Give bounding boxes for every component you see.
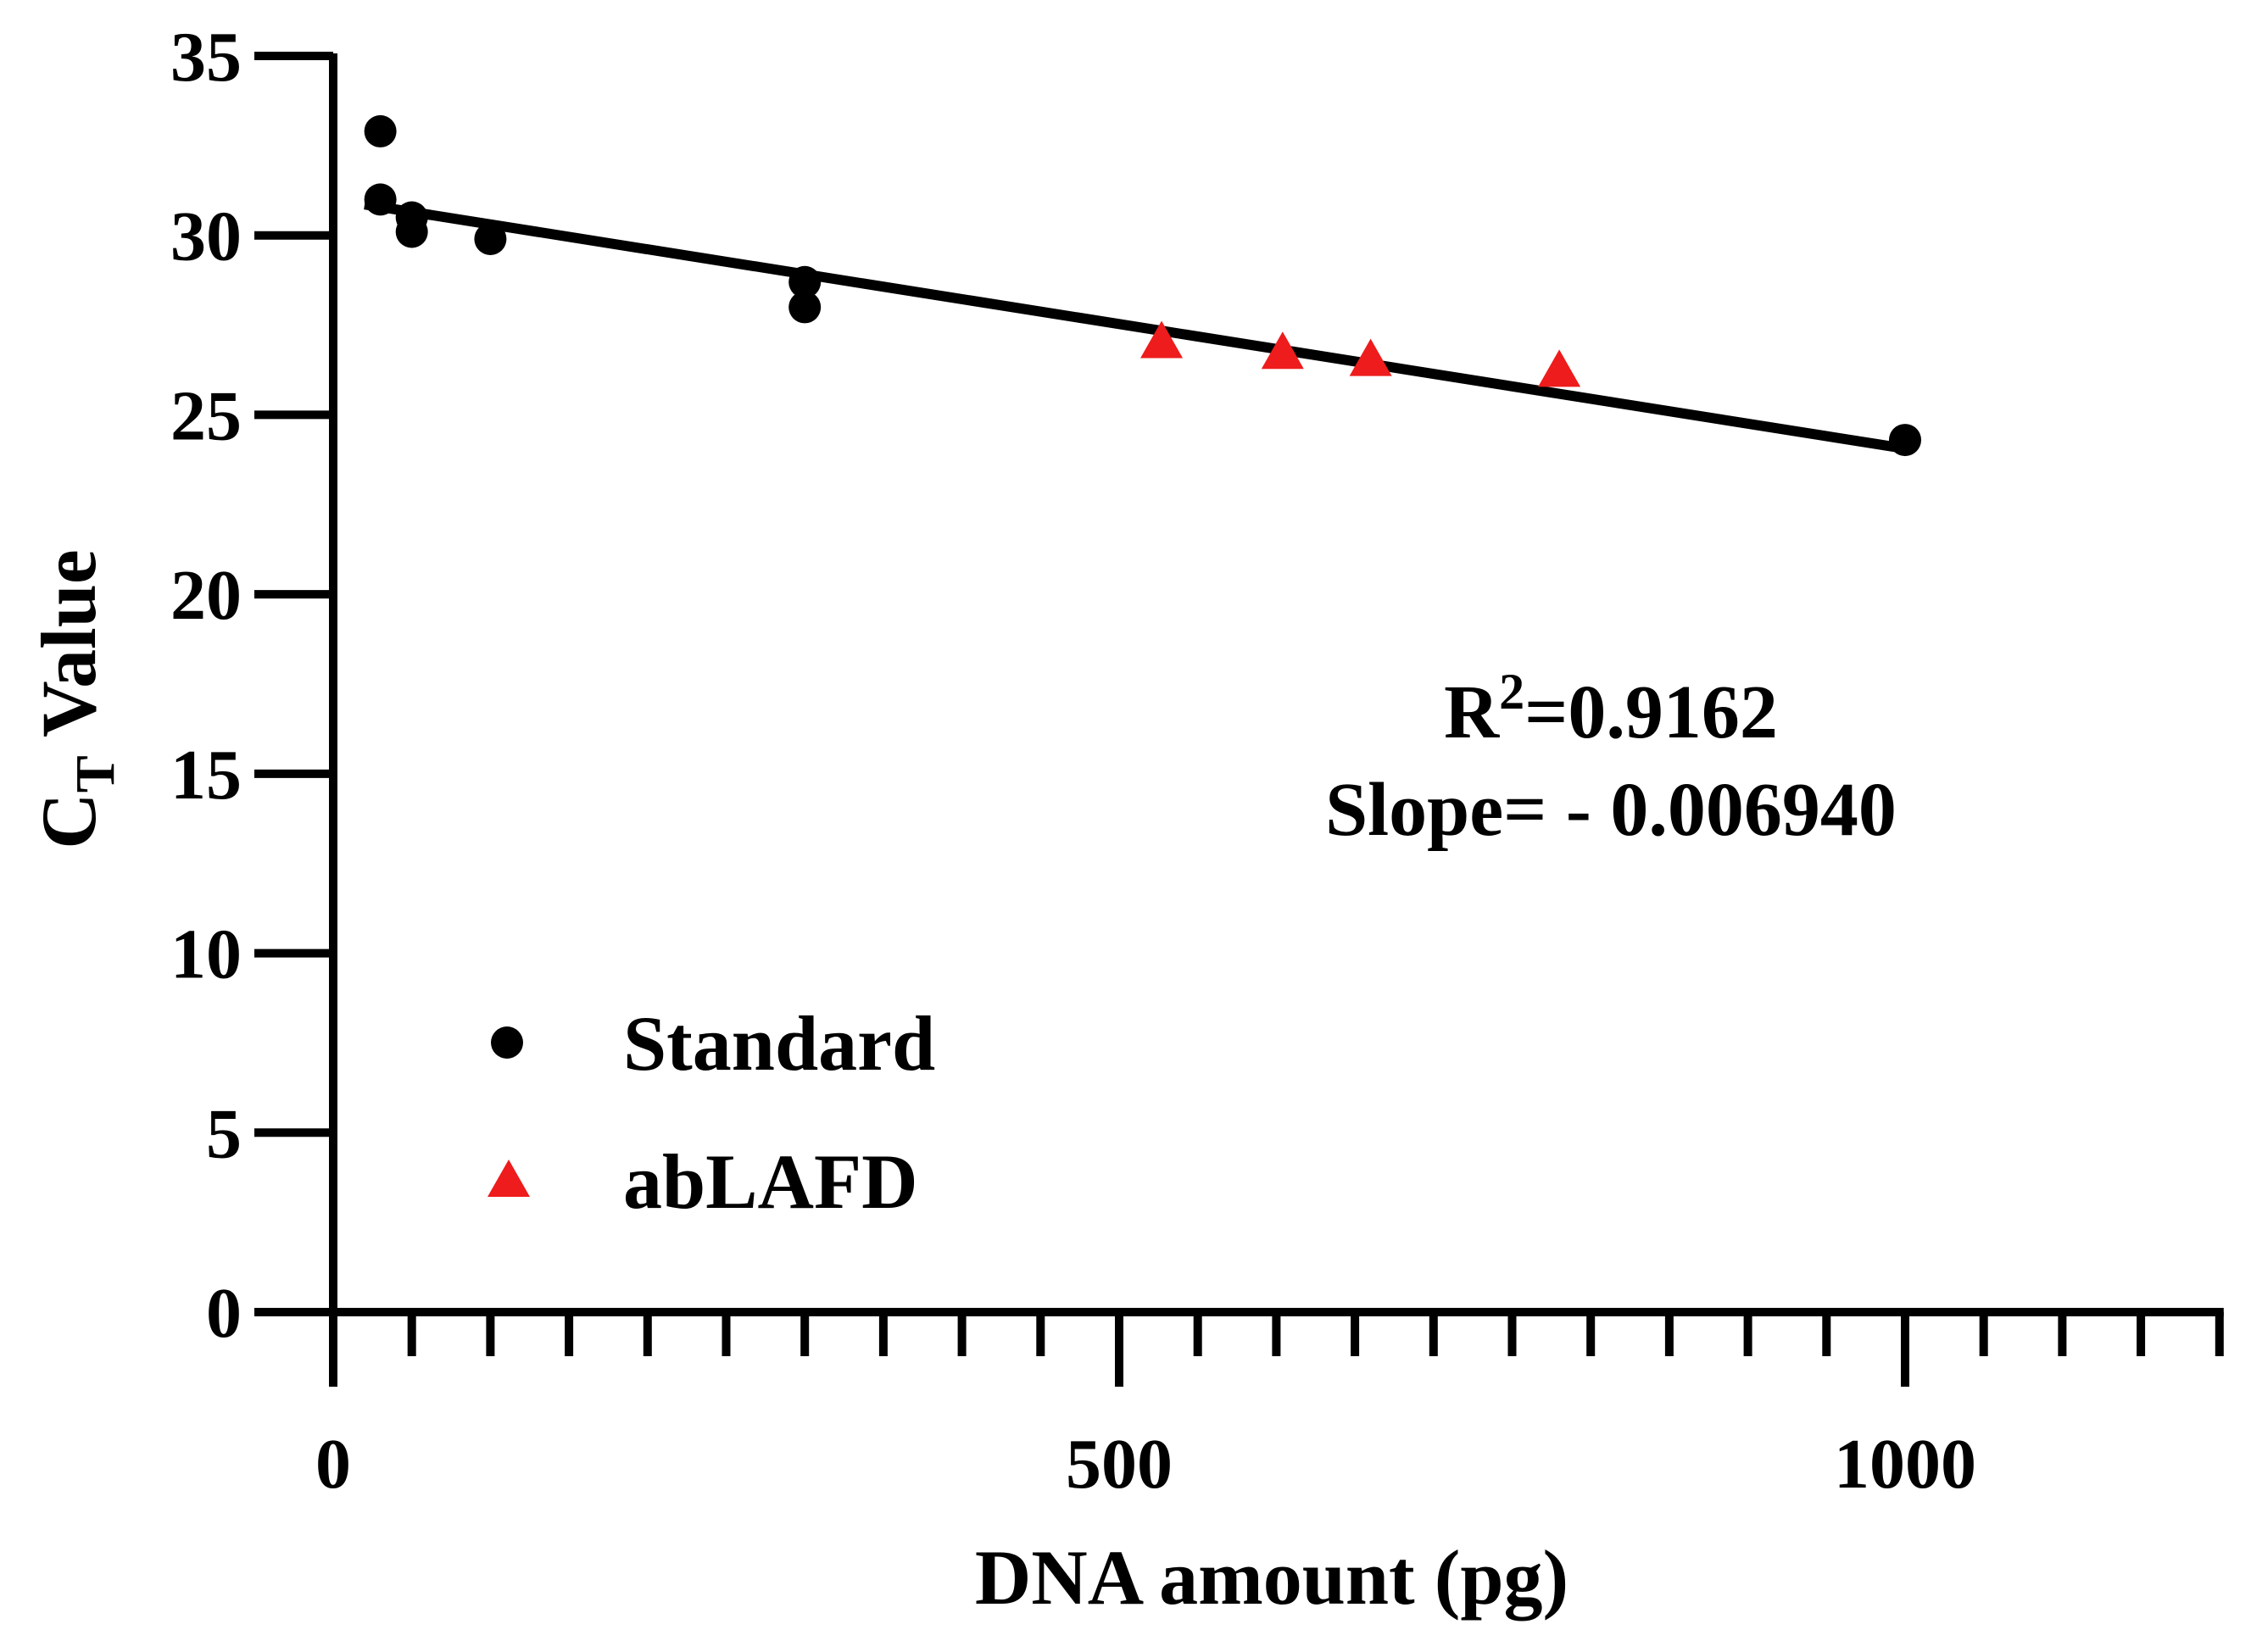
data-point-standard	[395, 215, 428, 248]
legend-label-standard: Standard	[623, 1000, 935, 1087]
data-point-standard	[364, 114, 397, 147]
legend: Standard abLAFD	[488, 1000, 935, 1225]
data-point-ablafd	[1261, 331, 1304, 370]
axes	[254, 53, 2224, 1387]
data-points	[364, 114, 1921, 457]
y-tick-label: 10	[170, 915, 242, 994]
data-point-ablafd	[1349, 338, 1392, 376]
legend-marker-standard	[491, 1026, 523, 1059]
data-point-standard	[788, 265, 822, 298]
x-tick-label: 500	[1066, 1425, 1173, 1504]
fit-line-group	[364, 199, 1906, 454]
y-tick-label: 35	[170, 18, 242, 97]
ticks	[254, 52, 2224, 1387]
legend-marker-ablafd	[488, 1160, 530, 1197]
y-tick-label: 25	[170, 376, 242, 455]
data-point-ablafd	[1538, 349, 1581, 387]
tick-labels: 0 5 10 15 20 25 30 35 0 500 1000	[170, 18, 1976, 1504]
y-tick-label: 5	[206, 1094, 242, 1173]
data-point-ablafd	[1140, 320, 1184, 359]
legend-label-ablafd: abLAFD	[623, 1138, 918, 1225]
y-tick-label: 0	[206, 1274, 242, 1353]
y-tick-label: 20	[170, 556, 242, 635]
data-point-standard	[474, 222, 507, 255]
x-tick-label: 1000	[1834, 1425, 1976, 1504]
data-point-standard	[788, 291, 822, 324]
y-tick-label: 15	[170, 736, 242, 815]
y-tick-label: 30	[170, 197, 242, 276]
x-axis-title: DNA amount (pg)	[975, 1534, 1568, 1621]
data-point-standard	[1889, 424, 1921, 457]
fit-line	[364, 199, 1906, 454]
y-axis-title: CT Value	[25, 549, 126, 848]
slope-annotation: Slope= - 0.006940	[1325, 768, 1897, 852]
data-point-standard	[364, 183, 397, 216]
r-squared-annotation: R2=0.9162	[1444, 664, 1778, 754]
x-tick-label: 0	[315, 1425, 351, 1504]
